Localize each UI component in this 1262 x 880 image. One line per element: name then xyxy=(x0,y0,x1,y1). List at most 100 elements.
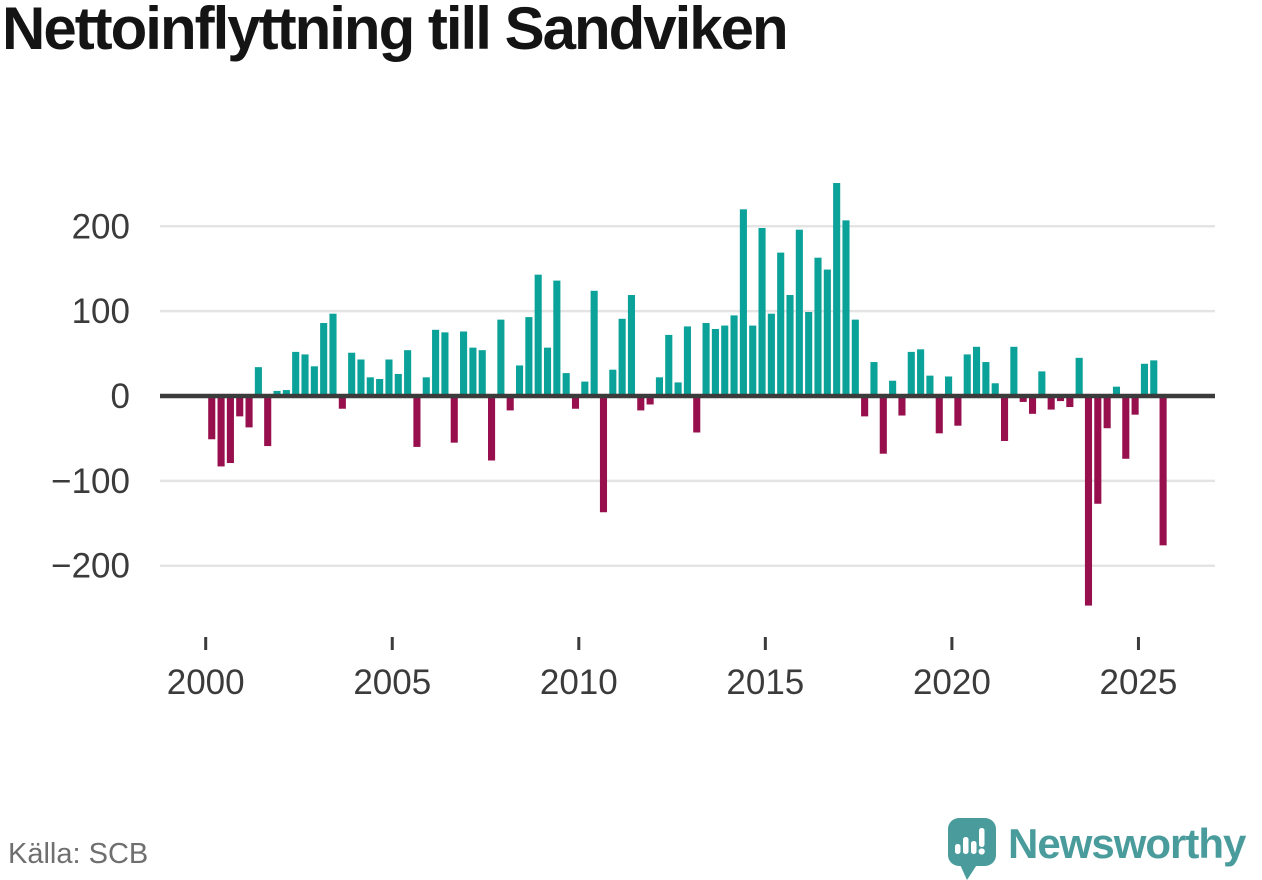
bar-2015-Q4 xyxy=(795,229,803,396)
newsworthy-icon xyxy=(948,818,996,880)
bar-2020-Q2 xyxy=(963,354,971,396)
bar-2006-Q4 xyxy=(460,331,468,396)
bar-2002-Q4 xyxy=(310,366,318,396)
y-tick-label-100: 100 xyxy=(72,292,130,331)
bar-2022-Q1 xyxy=(1028,396,1037,414)
bar-2023-Q2 xyxy=(1075,357,1083,396)
bar-2005-Q1 xyxy=(394,373,402,396)
bar-2019-Q2 xyxy=(926,375,934,396)
bar-2023-Q1 xyxy=(1066,396,1074,408)
bar-2019-Q1 xyxy=(917,349,925,396)
bar-2025-Q2 xyxy=(1150,360,1158,396)
bar-2003-Q3 xyxy=(338,396,346,409)
bar-2016-Q4 xyxy=(833,183,841,396)
bar-2007-Q1 xyxy=(469,347,477,396)
bar-2002-Q3 xyxy=(301,354,309,396)
newsworthy-wordmark: Newsworthy xyxy=(1008,820,1246,867)
bar-2015-Q2 xyxy=(777,252,785,396)
bar-2021-Q4 xyxy=(1019,396,1027,402)
bar-2004-Q4 xyxy=(385,359,393,396)
bar-2005-Q3 xyxy=(413,396,421,447)
bar-2003-Q2 xyxy=(329,313,337,396)
bar-2003-Q1 xyxy=(320,323,328,396)
bar-2013-Q4 xyxy=(721,325,729,396)
bar-2015-Q3 xyxy=(786,295,794,396)
bar-2010-Q2 xyxy=(590,290,598,396)
bar-2009-Q4 xyxy=(571,396,580,409)
bar-2021-Q1 xyxy=(991,383,999,396)
bar-2016-Q3 xyxy=(823,269,831,396)
bar-2018-Q3 xyxy=(898,396,906,416)
bar-2016-Q1 xyxy=(805,312,813,396)
bar-2007-Q4 xyxy=(497,319,505,396)
y-tick-label--200: −200 xyxy=(51,547,130,586)
x-tick-label-2015: 2015 xyxy=(726,663,804,702)
bar-2007-Q3 xyxy=(488,396,496,461)
bar-2017-Q2 xyxy=(851,319,859,396)
newsworthy-logo: Newsworthy xyxy=(946,812,1262,880)
bar-2021-Q3 xyxy=(1010,346,1018,396)
bar-2024-Q1 xyxy=(1103,396,1111,429)
bar-2022-Q4 xyxy=(1056,396,1065,402)
bar-2009-Q1 xyxy=(543,347,552,396)
bar-2013-Q3 xyxy=(711,328,719,396)
bar-2004-Q1 xyxy=(357,359,365,396)
bar-2009-Q2 xyxy=(553,280,561,396)
bar-2024-Q4 xyxy=(1131,396,1139,415)
bar-2008-Q3 xyxy=(525,317,533,396)
bar-2011-Q3 xyxy=(637,396,645,411)
bar-2012-Q2 xyxy=(665,334,673,396)
bar-2008-Q4 xyxy=(534,274,542,396)
bar-2018-Q2 xyxy=(889,380,897,396)
bar-2021-Q2 xyxy=(1000,396,1009,441)
bar-2020-Q4 xyxy=(982,362,990,396)
bar-2014-Q3 xyxy=(749,325,757,396)
y-tick-label-200: 200 xyxy=(72,207,130,246)
bar-2006-Q2 xyxy=(441,332,449,396)
bar-2006-Q1 xyxy=(432,329,440,396)
bar-2015-Q1 xyxy=(767,313,775,396)
bar-2000-Q4 xyxy=(236,396,244,417)
bar-2012-Q1 xyxy=(655,377,663,396)
x-tick-label-2005: 2005 xyxy=(353,663,431,702)
bar-2022-Q3 xyxy=(1047,396,1055,410)
bar-2017-Q3 xyxy=(861,396,869,417)
bar-2017-Q1 xyxy=(842,220,850,396)
bar-2014-Q1 xyxy=(730,315,738,396)
x-tick-label-2010: 2010 xyxy=(540,663,618,702)
chart-title: Nettoinflyttning till Sandviken xyxy=(2,0,789,62)
bar-2008-Q2 xyxy=(515,365,524,396)
bar-2024-Q3 xyxy=(1122,396,1130,459)
bar-2022-Q2 xyxy=(1038,371,1046,396)
bar-2006-Q3 xyxy=(450,396,458,443)
source-label: Källa: SCB xyxy=(8,838,149,870)
bar-2004-Q2 xyxy=(366,377,374,396)
bar-2001-Q3 xyxy=(264,396,272,447)
x-tick-label-2000: 2000 xyxy=(167,663,245,702)
bar-2004-Q3 xyxy=(376,379,384,396)
bar-2009-Q3 xyxy=(562,373,570,396)
bar-2025-Q1 xyxy=(1140,363,1148,396)
bar-2005-Q2 xyxy=(404,350,412,396)
bar-2020-Q3 xyxy=(973,346,981,396)
bar-2014-Q2 xyxy=(739,209,747,396)
bar-2012-Q4 xyxy=(683,326,691,396)
bar-2020-Q1 xyxy=(954,396,962,426)
bar-2000-Q2 xyxy=(217,396,225,467)
bar-2011-Q1 xyxy=(618,318,626,396)
bar-2019-Q4 xyxy=(945,376,953,396)
bar-2007-Q2 xyxy=(478,350,486,396)
bar-2023-Q4 xyxy=(1094,396,1102,504)
bar-2013-Q1 xyxy=(693,396,701,433)
x-tick-label-2025: 2025 xyxy=(1100,663,1178,702)
bar-2000-Q1 xyxy=(208,396,216,440)
net-migration-bar-chart: 200 100 0 −100 −200 2000 2005 2010 2015 2020 2025 xyxy=(51,183,1215,702)
bar-2024-Q2 xyxy=(1112,386,1121,396)
y-tick-label-0: 0 xyxy=(111,377,130,416)
bar-2003-Q4 xyxy=(348,352,356,396)
bar-2012-Q3 xyxy=(674,382,682,396)
bar-2010-Q3 xyxy=(599,396,608,513)
bar-2017-Q4 xyxy=(870,362,878,396)
bar-2002-Q1 xyxy=(282,390,290,396)
bar-2010-Q4 xyxy=(609,369,617,396)
